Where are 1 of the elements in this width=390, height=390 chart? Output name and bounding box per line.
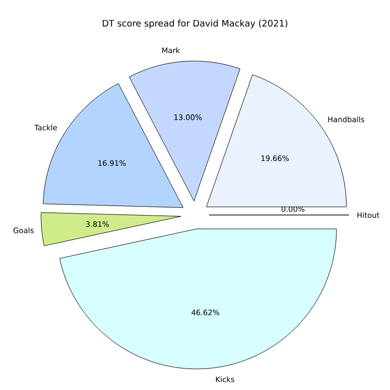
chart-title: DT score spread for David Mackay (2021) [102,20,288,28]
